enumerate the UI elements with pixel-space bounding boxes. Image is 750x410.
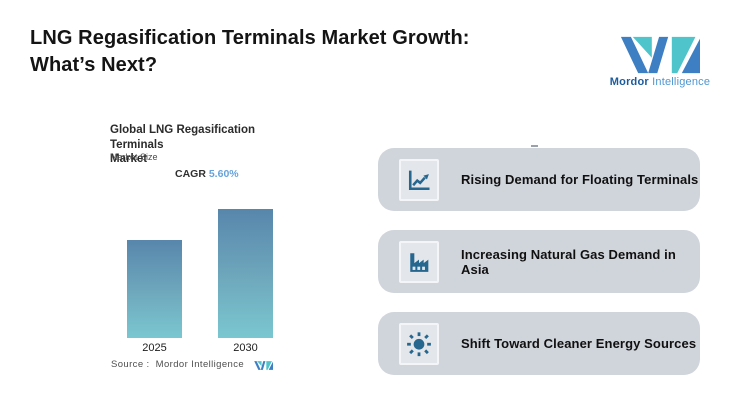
chart-title: Global LNG Regasification Terminals Mark… (110, 124, 256, 165)
bar-2025 (127, 240, 182, 338)
source-note: Source : Mordor Intelligence (111, 359, 245, 370)
card-icon-box (399, 322, 439, 365)
card-label: Shift Toward Cleaner Energy Sources (461, 336, 697, 351)
page-title-line1: LNG Regasification Terminals Market Grow… (30, 27, 470, 49)
card-label: Rising Demand for Floating Terminals (461, 172, 699, 187)
factory-icon (410, 252, 429, 272)
card-floating-terminals: Rising Demand for Floating Terminals (378, 148, 700, 211)
sun-icon (407, 331, 431, 356)
card-gas-demand-asia: Increasing Natural Gas Demand in Asia (378, 230, 700, 293)
mordor-logo-icon (620, 36, 700, 74)
cagr-value: 5.60% (208, 168, 239, 180)
chart-subtitle: Market Size (110, 152, 158, 162)
card-icon-box (399, 158, 439, 201)
page-title: LNG Regasification Terminals Market Grow… (30, 25, 470, 79)
bar-2030 (218, 209, 273, 338)
x-tick-2025: 2025 (142, 342, 167, 354)
x-tick-2030: 2030 (233, 342, 258, 354)
stray-dash (531, 145, 538, 147)
cagr-annotation: CAGR 5.60% (175, 168, 239, 180)
mordor-logo-mini-icon (254, 361, 273, 370)
card-icon-box (399, 240, 439, 283)
card-label: Increasing Natural Gas Demand in Asia (461, 246, 676, 277)
card-cleaner-energy: Shift Toward Cleaner Energy Sources (378, 312, 700, 375)
brand-name-light: Intelligence (652, 76, 711, 88)
page-title-line2: What’s Next? (30, 54, 158, 76)
brand-name-bold: Mordor (609, 76, 649, 88)
line-chart-icon (408, 170, 430, 190)
brand-logo: Mordor Intelligence (598, 36, 722, 88)
cagr-label: CAGR (175, 168, 206, 180)
brand-name: Mordor Intelligence (598, 76, 722, 88)
